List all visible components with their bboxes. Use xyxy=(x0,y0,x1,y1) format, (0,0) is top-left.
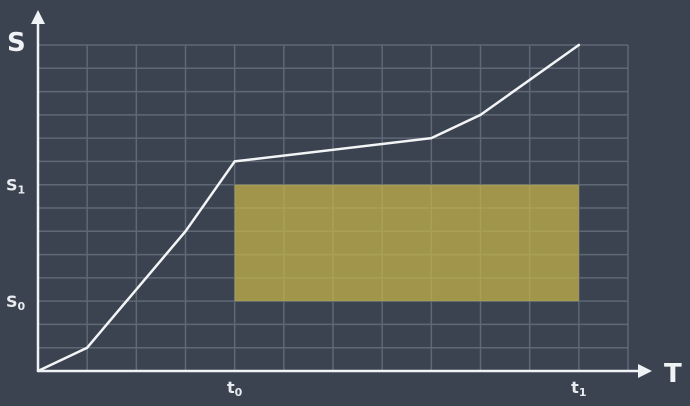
series-point xyxy=(577,43,581,47)
y-tick-label: S1 xyxy=(6,176,25,197)
x-tick-label: t0 xyxy=(227,378,243,399)
series-point xyxy=(85,346,89,349)
axes: S T xyxy=(7,10,682,389)
x-tick-label: t1 xyxy=(571,378,586,399)
y-axis-arrow xyxy=(31,10,45,24)
series-point xyxy=(233,160,236,163)
series-point xyxy=(184,230,187,233)
y-axis-title: S xyxy=(7,28,26,58)
series-point xyxy=(479,113,482,117)
highlight-region xyxy=(234,184,579,302)
highlight-region-layer xyxy=(234,184,579,302)
x-axis-arrow xyxy=(638,364,652,378)
tick-labels: S0 S1 t0 t1 xyxy=(6,176,586,399)
series-point xyxy=(430,136,433,140)
y-tick-label: S0 xyxy=(6,292,26,313)
x-axis-title: T xyxy=(664,359,682,389)
